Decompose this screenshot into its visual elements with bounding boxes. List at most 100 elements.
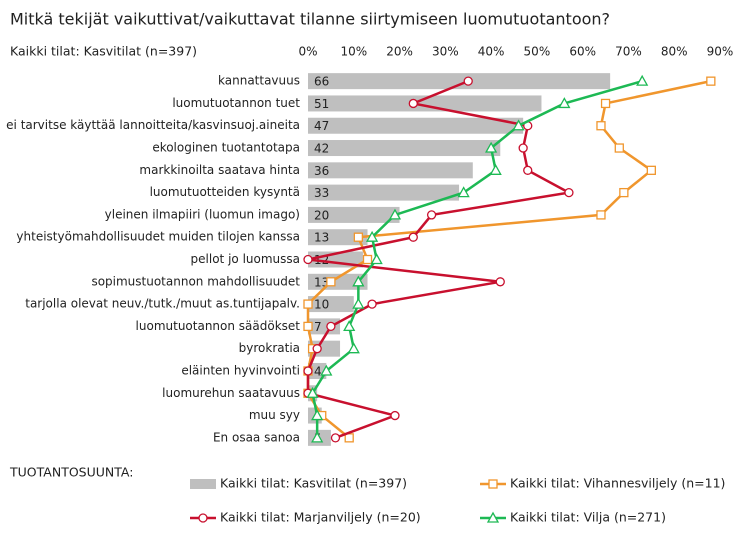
data-label: 10: [314, 298, 329, 312]
marker: [303, 321, 313, 332]
x-tick-label: 50%: [524, 45, 551, 59]
marker: [326, 277, 336, 287]
marker: [367, 299, 377, 309]
chart-subtitle: Kaikki tilat: Kasvitilat (n=397): [10, 44, 197, 59]
marker: [311, 431, 324, 443]
data-label: 7: [314, 320, 322, 334]
marker: [523, 165, 533, 175]
marker: [488, 479, 498, 489]
data-label: 47: [314, 119, 329, 133]
marker: [463, 76, 473, 86]
marker: [352, 275, 365, 287]
legend-label: Kaikki tilat: Vilja (n=271): [510, 510, 666, 525]
y-tick-label: luomutuotannon säädökset: [136, 319, 301, 333]
x-tick-label: 80%: [661, 45, 688, 59]
marker: [330, 433, 341, 443]
data-label: 66: [314, 75, 329, 89]
x-tick-label: 10%: [340, 45, 367, 59]
marker: [312, 344, 322, 354]
y-tick-label: muu syy: [249, 408, 300, 422]
marker: [596, 121, 606, 131]
marker: [303, 254, 313, 265]
marker: [306, 386, 319, 398]
marker: [619, 187, 629, 198]
legend-swatch: [190, 479, 216, 489]
marker: [365, 230, 379, 242]
y-tick-label: yleinen ilmapiiri (luomun imago): [105, 207, 300, 221]
y-tick-label: En osaa sanoa: [213, 430, 300, 444]
y-tick-label: sopimustuotannon mahdollisuudet: [91, 274, 300, 288]
x-tick-label: 70%: [615, 45, 642, 59]
marker: [362, 254, 373, 265]
marker: [303, 299, 313, 309]
bar: [308, 73, 611, 90]
x-tick-label: 30%: [432, 45, 459, 59]
marker: [706, 76, 716, 86]
marker: [347, 342, 360, 354]
y-tick-label: ei tarvitse käyttää lannoitteita/kasvins…: [6, 118, 300, 132]
marker: [486, 511, 500, 523]
x-tick-label: 0%: [298, 45, 317, 59]
bar: [308, 95, 542, 112]
bar: [308, 184, 460, 201]
data-label: 4: [314, 364, 322, 378]
x-tick-label: 90%: [707, 45, 734, 59]
marker: [320, 364, 333, 376]
marker: [512, 119, 525, 131]
marker: [636, 74, 649, 86]
y-tick-label: ekologinen tuotantotapa: [152, 141, 300, 155]
bar: [308, 296, 354, 313]
marker: [352, 297, 365, 309]
legend-label: Kaikki tilat: Marjanviljely (n=20): [220, 510, 421, 525]
bar: [308, 229, 368, 246]
x-tick-label: 60%: [569, 45, 596, 59]
data-label: 51: [314, 97, 329, 111]
marker: [388, 208, 402, 220]
marker: [326, 321, 336, 332]
marker: [600, 98, 611, 109]
y-tick-label: byrokratia: [239, 341, 300, 355]
marker: [408, 232, 418, 242]
y-tick-label: tarjolla olevat neuv./tutk./muut as.tunt…: [25, 297, 300, 311]
marker: [495, 277, 505, 287]
y-tick-label: pellot jo luomussa: [191, 252, 300, 266]
marker: [390, 410, 400, 421]
legend-title: TUOTANTOSUUNTA:: [9, 465, 133, 480]
y-tick-label: kannattavuus: [218, 74, 300, 88]
marker: [426, 210, 437, 220]
marker: [614, 143, 624, 153]
marker: [485, 141, 498, 153]
y-tick-label: luomutuotannon tuet: [172, 96, 300, 110]
marker: [564, 187, 574, 198]
marker: [457, 186, 470, 198]
y-tick-label: yhteistyömahdollisuudet muiden tilojen k…: [16, 230, 300, 244]
y-tick-label: luomurehun saatavuus: [162, 386, 300, 400]
marker: [596, 210, 606, 220]
marker: [408, 98, 418, 109]
data-label: 13: [314, 231, 329, 245]
marker: [353, 232, 364, 242]
marker: [311, 409, 324, 421]
legend-label: Kaikki tilat: Vihannesviljely (n=11): [510, 476, 725, 491]
bar: [308, 140, 501, 157]
marker: [303, 366, 313, 376]
data-label: 36: [314, 164, 329, 178]
bar: [308, 117, 524, 134]
marker: [198, 513, 208, 523]
data-label: 33: [314, 186, 329, 200]
x-tick-label: 20%: [386, 45, 413, 59]
y-tick-label: markkinoilta saatava hinta: [139, 163, 300, 177]
bar: [308, 206, 400, 223]
bar: [308, 162, 473, 179]
legend-label: Kaikki tilat: Kasvitilat (n=397): [220, 476, 407, 491]
data-label: 42: [314, 142, 329, 156]
marker: [343, 320, 356, 332]
marker: [489, 163, 502, 175]
marker: [646, 165, 656, 175]
chart-title: Mitkä tekijät vaikuttivat/vaikuttavat ti…: [10, 10, 610, 29]
data-label: 20: [314, 208, 329, 222]
y-tick-label: luomutuotteiden kysyntä: [150, 185, 300, 199]
marker: [558, 97, 571, 109]
x-tick-label: 40%: [478, 45, 505, 59]
